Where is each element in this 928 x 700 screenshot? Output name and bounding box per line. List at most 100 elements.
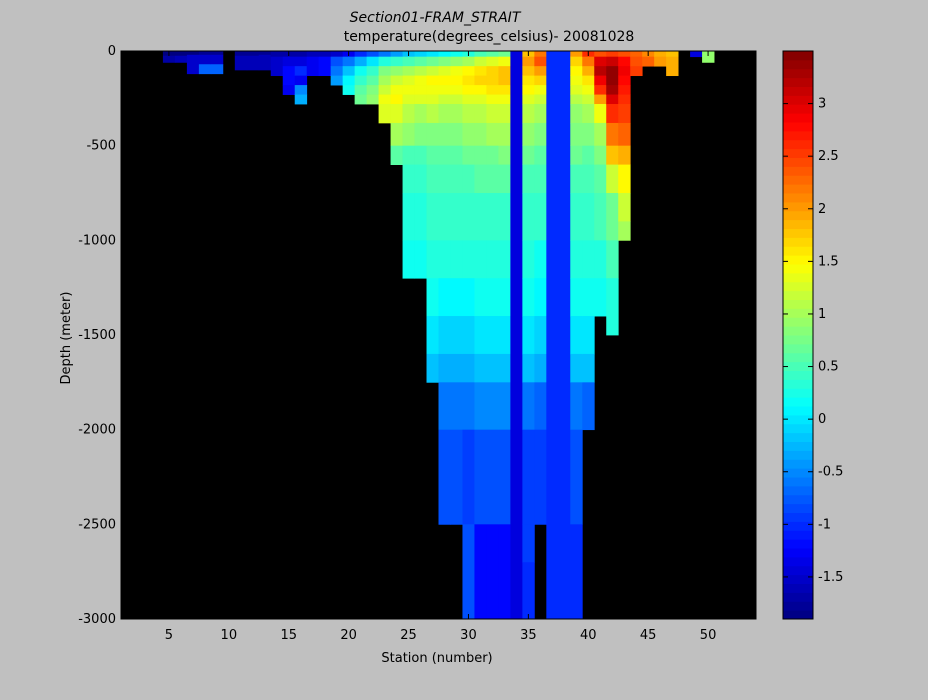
heatmap-cell (594, 122, 607, 147)
heatmap-cell (474, 164, 487, 194)
heatmap-cell (486, 51, 499, 58)
colorbar-swatch (783, 459, 813, 469)
colorbar-swatch (783, 548, 813, 558)
heatmap-cell (486, 278, 499, 317)
heatmap-cell (606, 104, 619, 124)
heatmap-cell (582, 382, 595, 431)
heatmap-cell (210, 54, 224, 65)
chart-title: Section01-FRAM_STRAIT (349, 10, 521, 26)
y-axis-label: Depth (meter) (59, 292, 74, 385)
heatmap-cell (522, 382, 535, 431)
heatmap-cell (606, 122, 619, 147)
heatmap-cell (414, 66, 427, 77)
heatmap-cell (414, 75, 427, 86)
heatmap-cell (582, 353, 595, 383)
y-tick-label: -3000 (78, 612, 116, 627)
heatmap-cell (414, 104, 427, 124)
heatmap-cell (258, 51, 272, 56)
y-tick-label: -1500 (78, 328, 116, 343)
heatmap-cell (702, 56, 715, 63)
heatmap-cell (174, 51, 188, 57)
heatmap-cell (570, 524, 583, 620)
heatmap-cell (390, 56, 403, 67)
colorbar-swatch (783, 139, 813, 150)
heatmap-cell (618, 145, 631, 165)
heatmap-cell (522, 562, 535, 620)
heatmap-cell (498, 240, 511, 279)
heatmap-cell (426, 122, 439, 147)
colorbar-cells (783, 51, 813, 620)
heatmap-cell (522, 353, 535, 383)
heatmap-cell (570, 429, 583, 525)
colorbar-swatch (783, 379, 813, 389)
heatmap-cell (534, 104, 547, 124)
heatmap-cell (582, 122, 595, 147)
colorbar-swatch (783, 157, 813, 167)
heatmap-cell (354, 56, 368, 67)
colorbar-tick-label: 3 (818, 97, 826, 112)
colorbar-swatch (783, 308, 813, 318)
heatmap-cell (570, 75, 583, 86)
heatmap-cell (378, 66, 391, 77)
heatmap-cell (498, 429, 511, 525)
heatmap-cell (594, 240, 607, 279)
y-tick-label: -500 (86, 139, 116, 154)
heatmap-cell (378, 85, 391, 95)
colorbar-swatch (783, 77, 813, 87)
heatmap-cell (474, 145, 487, 165)
colorbar-tick-label: -1.5 (818, 570, 843, 585)
heatmap-cell (414, 85, 427, 95)
colorbar-swatch (783, 468, 813, 478)
colorbar-swatch (783, 539, 813, 549)
heatmap-cell (402, 75, 415, 86)
heatmap-cell (270, 66, 284, 77)
heatmap-cell (498, 66, 511, 77)
heatmap-cell (486, 193, 499, 241)
heatmap-cell (450, 240, 463, 279)
colorbar: 3 2.5 2 1.5 1 0.5 0 -0.5 -1 -1.5 (782, 50, 843, 620)
heatmap-cell (606, 85, 619, 95)
colorbar-tick-label: 0.5 (818, 360, 839, 375)
heatmap-cell (498, 56, 511, 67)
colorbar-swatch (783, 485, 813, 496)
heatmap-cell (486, 85, 499, 95)
heatmap-cell (606, 193, 619, 241)
heatmap-cell (522, 193, 535, 241)
colorbar-swatch (783, 361, 813, 371)
y-axis: 0 -500 -1000 -1500 -2000 -2500 -3000 (78, 44, 756, 627)
heatmap-cell (450, 104, 463, 124)
heatmap-cell (486, 94, 499, 105)
heatmap-cell (570, 51, 583, 58)
heatmap-cell (522, 240, 535, 279)
heatmap-cell (630, 56, 643, 67)
heatmap-cell (390, 66, 403, 77)
colorbar-tick-label: 0 (818, 412, 826, 427)
heatmap-cell (606, 56, 619, 67)
heatmap-cell (498, 51, 511, 58)
heatmap-cell (450, 51, 463, 58)
heatmap-cell (630, 51, 643, 58)
heatmap-cell (582, 240, 595, 279)
heatmap-cell (414, 56, 427, 67)
heatmap-cell (462, 94, 475, 105)
heatmap-cell (462, 104, 475, 124)
x-tick-label: 40 (580, 628, 597, 643)
heatmap-cell (618, 164, 631, 194)
heatmap-cell (582, 94, 595, 105)
heatmap-cell (522, 94, 535, 105)
colorbar-swatch (783, 601, 813, 611)
heatmap-cell (642, 56, 655, 67)
heatmap-cell (426, 145, 439, 165)
heatmap-cell (594, 51, 607, 58)
heatmap-cell (486, 316, 499, 355)
heatmap-cell (462, 382, 475, 431)
heatmap-cell (486, 524, 499, 620)
heatmap-cell (594, 193, 607, 241)
colorbar-swatch (783, 556, 813, 567)
colorbar-swatch (783, 148, 813, 158)
heatmap-cell (402, 122, 415, 147)
colorbar-swatch (783, 397, 813, 407)
heatmap-cell (390, 94, 403, 105)
heatmap-cell (234, 55, 248, 71)
colorbar-swatch (783, 166, 813, 176)
